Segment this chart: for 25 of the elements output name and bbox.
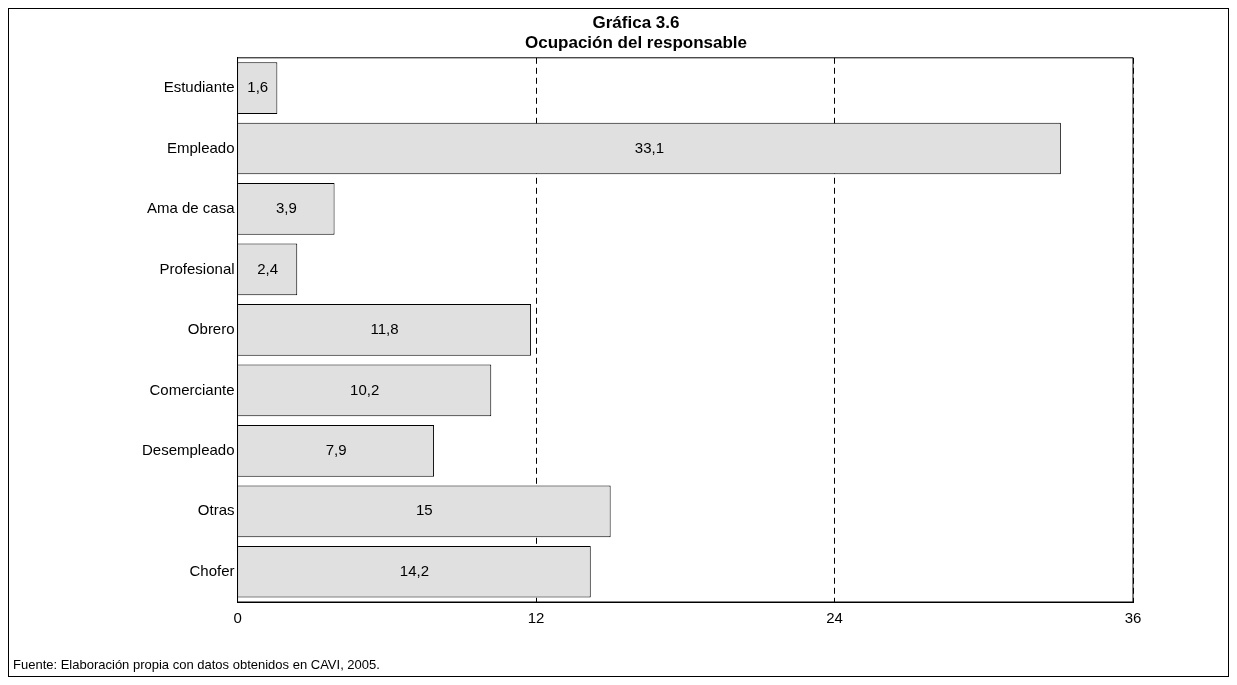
data-label: 15 <box>416 501 433 519</box>
y-tick-label: Profesional <box>159 259 235 277</box>
y-tick-label: Otras <box>197 501 235 519</box>
source-note: Fuente: Elaboración propia con datos obtenidos en CAVI, 2005. <box>13 657 380 673</box>
data-label: 7,9 <box>325 440 347 458</box>
chart-title: Gráfica 3.6 <box>592 12 680 32</box>
x-tick-label: 0 <box>233 609 242 627</box>
y-tick-label: Chofer <box>189 561 235 579</box>
y-tick-label: Obrero <box>187 320 235 338</box>
data-label: 14,2 <box>399 561 430 579</box>
data-label: 33,1 <box>634 138 665 156</box>
data-label: 1,6 <box>247 78 269 96</box>
data-label: 3,9 <box>275 199 297 217</box>
y-tick-label: Ama de casa <box>147 199 236 217</box>
y-tick-label: Empleado <box>167 138 235 156</box>
x-tick-label: 12 <box>527 609 545 627</box>
x-tick-label: 24 <box>826 609 843 627</box>
data-label: 11,8 <box>370 320 399 338</box>
x-tick-label: 36 <box>1124 609 1142 627</box>
data-label: 10,2 <box>350 380 380 398</box>
y-tick-label: Comerciante <box>149 380 235 398</box>
data-label: 2,4 <box>257 259 279 277</box>
y-tick-label: Desempleado <box>141 440 235 458</box>
chart-subtitle: Ocupación del responsable <box>524 33 748 53</box>
y-tick-label: Estudiante <box>163 78 235 96</box>
